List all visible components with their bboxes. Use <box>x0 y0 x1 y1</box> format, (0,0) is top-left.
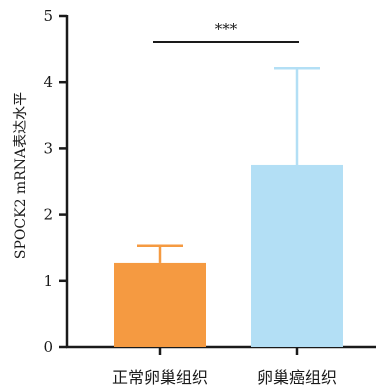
bars <box>114 164 343 347</box>
y-tick-label: 0 <box>43 338 53 356</box>
y-tick-label: 4 <box>43 73 53 91</box>
bar <box>251 164 343 347</box>
y-tick-label: 2 <box>43 206 53 224</box>
x-category-label: 正常卵巢组织 <box>112 368 208 387</box>
labels: 0 1 2 3 4 5 正常卵巢组织 卵巢癌组织 SPOCK2 mRNA表达水平 <box>13 7 337 387</box>
significance-label: *** <box>215 20 238 38</box>
significance-annotation: *** <box>153 20 299 43</box>
x-category-label: 卵巢癌组织 <box>257 368 337 387</box>
bar <box>114 262 206 347</box>
y-tick-label: 5 <box>43 7 53 25</box>
y-tick-label: 1 <box>43 272 53 290</box>
y-axis-label: SPOCK2 mRNA表达水平 <box>13 92 29 259</box>
y-tick-label: 3 <box>43 139 53 157</box>
error-bars <box>137 67 320 263</box>
